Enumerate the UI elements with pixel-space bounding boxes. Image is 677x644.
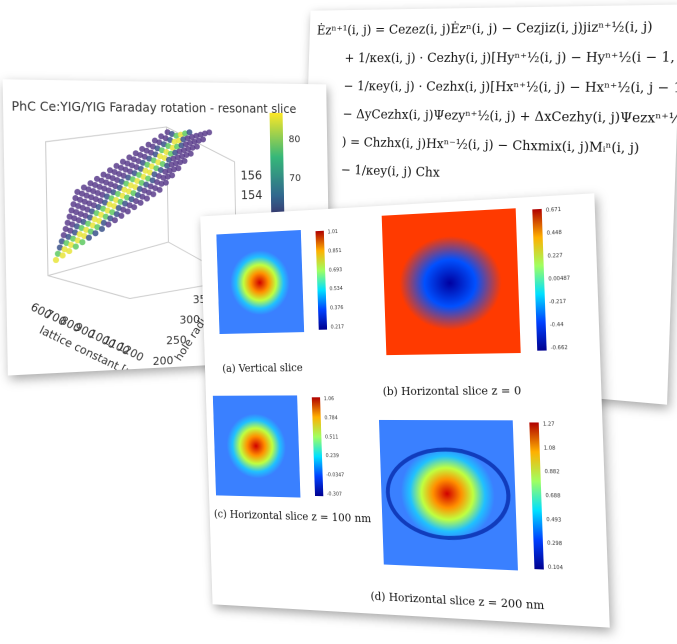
heatmap-panel: 1.27 1.08 0.882 0.688 0.493 0.298 0.104 (d) Hor… [365,420,565,614]
colorbar-tick-label: 70 [289,173,301,184]
colorbar-tick-label: 0.376 [330,305,343,312]
scatter-dot [150,191,156,197]
scatter-dot [157,187,163,193]
figure-card: 1.01 0.851 0.693 0.534 0.376 0.217 (a) Vertica… [200,193,610,627]
equation-line: − 1/κey(i, j) Chx [341,163,676,188]
z-tick-label: 156 [240,169,262,183]
colorbar-tick-label: 1.01 [327,229,338,236]
scatter-dot [53,257,59,263]
page: Ėzⁿ⁺¹(i, j) = Cezez(i, j)Ėzⁿ(i, j) − Cez… [0,0,677,644]
panel-caption: (a) Vertical slice [222,362,303,375]
colorbar-tick-label: 0.104 [548,564,563,571]
equation-line: Ėzⁿ⁺¹(i, j) = Cezez(i, j)Ėzⁿ(i, j) − Cez… [317,19,677,38]
colorbar-tick-label: 0.882 [545,469,560,476]
colorbar-tick-label: 0.851 [328,248,341,255]
figure: 1.01 0.851 0.693 0.534 0.376 0.217 (a) Vertica… [200,193,610,627]
colorbar-tick-label: -0.662 [551,345,568,352]
colorbar-tick-label: 0.511 [325,434,338,440]
heatmap-panel: 1.01 0.851 0.693 0.534 0.376 0.217 (a) Vertica… [216,228,345,375]
panel-caption: (c) Horizontal slice z = 100 nm [214,508,372,525]
plot-title: PhC Ce:YIG/YIG Faraday rotation - resona… [11,99,296,116]
colorbar [316,231,328,330]
colorbar-tick-label: 0.239 [326,453,339,459]
colorbar-tick-label: 0.217 [331,324,344,331]
colorbar-tick-label: 0.688 [545,493,560,500]
colorbar-tick-label: 1.27 [543,421,555,428]
colorbar [529,422,544,569]
colorbar [532,209,546,351]
colorbar-tick-label: 0.448 [547,230,562,237]
z-tick-label: 154 [241,188,263,202]
colorbar-tick-label: 0.298 [547,540,562,547]
equation-line: − 1/κey(i, j) · Cezhx(i, j)[Hxⁿ⁺½(i, j) … [343,79,677,96]
colorbar-tick-label: 0.227 [547,253,562,260]
colorbar-tick-label: 0.00487 [548,275,570,282]
colorbar-tick-label: 1.06 [324,396,334,402]
colorbar-tick-label: -0.307 [327,491,342,498]
colorbar-tick-label: 0.693 [329,267,342,274]
colorbar-tick-label: -0.0347 [326,472,344,479]
equation-line: − ΔyCezhx(i, j)Ψezyⁿ⁺½(i, j) + ΔxCezhy(i… [342,107,677,127]
colorbar-tick-label: -0.44 [550,322,564,329]
colorbar-tick-label: 0.671 [546,207,561,214]
colorbar-tick-label: 0.784 [324,415,337,421]
colorbar [312,397,324,496]
colorbar-tick-label: 80 [289,134,301,145]
colorbar-tick-label: 0.534 [329,286,342,293]
y-tick-label: 200 [153,354,174,368]
equation-line: + 1/κex(i, j) · Cezhy(i, j)[Hyⁿ⁺½(i, j) … [344,50,677,66]
heatmap-panel: 1.06 0.784 0.511 0.239 -0.0347 -0.307 (c) Hori… [210,395,371,525]
heatmap-panel: 0.671 0.448 0.227 0.00487 -0.217 -0.44 -0.662 (… [377,205,574,398]
colorbar-tick-label: -0.217 [549,299,566,306]
panel-caption: (d) Horizontal slice z = 200 nm [370,590,544,612]
equation-line: ) = Chzhx(i, j)Hxⁿ⁻½(i, j) − Chxmix(i, j… [342,135,677,157]
panel-caption: (b) Horizontal slice z = 0 [383,385,522,399]
colorbar-tick-label: 1.08 [544,445,556,452]
colorbar-tick-label: 0.493 [546,517,561,524]
